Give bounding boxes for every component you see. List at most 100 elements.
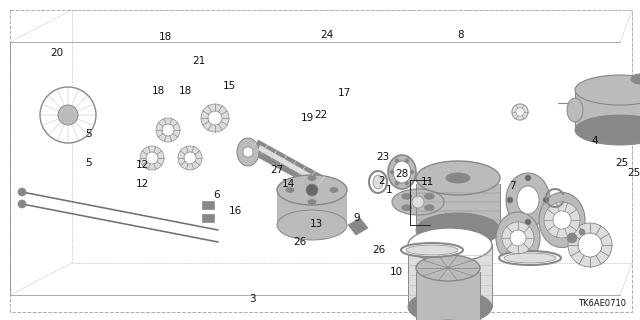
- Circle shape: [578, 233, 602, 257]
- Text: 5: 5: [85, 129, 92, 140]
- Circle shape: [553, 211, 571, 229]
- Text: 27: 27: [270, 164, 283, 175]
- Text: 24: 24: [320, 29, 333, 40]
- Circle shape: [543, 197, 549, 203]
- Circle shape: [184, 152, 196, 164]
- Ellipse shape: [506, 173, 550, 227]
- Polygon shape: [202, 201, 214, 209]
- Circle shape: [40, 87, 96, 143]
- Text: 12: 12: [136, 179, 148, 189]
- Circle shape: [405, 181, 409, 185]
- Text: 14: 14: [282, 179, 294, 189]
- Ellipse shape: [277, 210, 347, 240]
- Polygon shape: [202, 214, 214, 222]
- Text: 3: 3: [250, 294, 256, 304]
- Circle shape: [516, 108, 524, 116]
- Ellipse shape: [401, 243, 463, 257]
- Ellipse shape: [392, 189, 444, 215]
- Circle shape: [567, 233, 577, 243]
- Ellipse shape: [402, 205, 412, 211]
- Ellipse shape: [496, 212, 540, 264]
- Ellipse shape: [408, 290, 492, 320]
- Text: 4: 4: [592, 136, 598, 146]
- Text: 23: 23: [376, 152, 389, 162]
- Circle shape: [162, 124, 174, 136]
- Circle shape: [140, 146, 164, 170]
- Ellipse shape: [308, 175, 316, 180]
- Ellipse shape: [499, 251, 561, 265]
- Text: 5: 5: [85, 158, 92, 168]
- Circle shape: [208, 111, 222, 125]
- Ellipse shape: [416, 161, 500, 195]
- Circle shape: [512, 104, 528, 120]
- Text: 12: 12: [136, 160, 148, 170]
- Ellipse shape: [446, 173, 470, 183]
- Polygon shape: [416, 184, 500, 230]
- Circle shape: [18, 188, 26, 196]
- Circle shape: [502, 222, 534, 254]
- Ellipse shape: [406, 245, 458, 255]
- Ellipse shape: [388, 155, 416, 189]
- Ellipse shape: [504, 253, 556, 263]
- Circle shape: [579, 229, 585, 235]
- Ellipse shape: [393, 161, 411, 183]
- Ellipse shape: [277, 175, 347, 205]
- Ellipse shape: [517, 186, 539, 214]
- Circle shape: [395, 159, 399, 163]
- Text: 18: 18: [152, 86, 165, 96]
- Circle shape: [201, 104, 229, 132]
- Text: 21: 21: [192, 56, 205, 66]
- Text: 2: 2: [378, 176, 385, 186]
- Text: 19: 19: [301, 113, 314, 124]
- Circle shape: [525, 219, 531, 225]
- Text: 20: 20: [50, 48, 63, 58]
- Ellipse shape: [286, 188, 294, 193]
- Text: 6: 6: [213, 190, 220, 200]
- Text: 8: 8: [458, 30, 464, 40]
- Ellipse shape: [567, 98, 583, 122]
- Circle shape: [146, 152, 158, 164]
- Text: 9: 9: [354, 212, 360, 223]
- Text: 15: 15: [223, 81, 236, 92]
- Text: 26: 26: [372, 244, 385, 255]
- Ellipse shape: [575, 115, 640, 145]
- Text: 18: 18: [159, 32, 172, 42]
- Ellipse shape: [424, 205, 435, 211]
- Circle shape: [507, 197, 513, 203]
- Polygon shape: [252, 140, 334, 196]
- Circle shape: [18, 200, 26, 208]
- Polygon shape: [408, 245, 492, 307]
- Polygon shape: [575, 90, 640, 130]
- Circle shape: [178, 146, 202, 170]
- Ellipse shape: [373, 175, 383, 189]
- Text: 1: 1: [386, 185, 392, 196]
- Text: 18: 18: [179, 86, 192, 96]
- Ellipse shape: [237, 138, 259, 166]
- Ellipse shape: [416, 255, 480, 281]
- Circle shape: [243, 147, 253, 157]
- Circle shape: [156, 118, 180, 142]
- Circle shape: [390, 170, 394, 174]
- Text: 28: 28: [396, 169, 408, 180]
- Text: TK6AE0710: TK6AE0710: [578, 299, 626, 308]
- Circle shape: [395, 181, 399, 185]
- Circle shape: [410, 170, 414, 174]
- Polygon shape: [348, 218, 368, 235]
- Ellipse shape: [408, 228, 492, 262]
- Ellipse shape: [539, 193, 585, 247]
- Ellipse shape: [575, 75, 640, 105]
- Circle shape: [544, 202, 580, 238]
- Circle shape: [525, 175, 531, 181]
- Text: 25: 25: [616, 158, 628, 168]
- Ellipse shape: [402, 193, 412, 199]
- Text: 22: 22: [315, 110, 328, 120]
- Ellipse shape: [308, 199, 316, 204]
- Text: 10: 10: [390, 267, 403, 277]
- Circle shape: [512, 104, 528, 120]
- Ellipse shape: [416, 213, 500, 247]
- Text: 7: 7: [509, 180, 515, 191]
- Text: 26: 26: [293, 236, 306, 247]
- Ellipse shape: [369, 171, 387, 193]
- Circle shape: [405, 159, 409, 163]
- Circle shape: [58, 105, 78, 125]
